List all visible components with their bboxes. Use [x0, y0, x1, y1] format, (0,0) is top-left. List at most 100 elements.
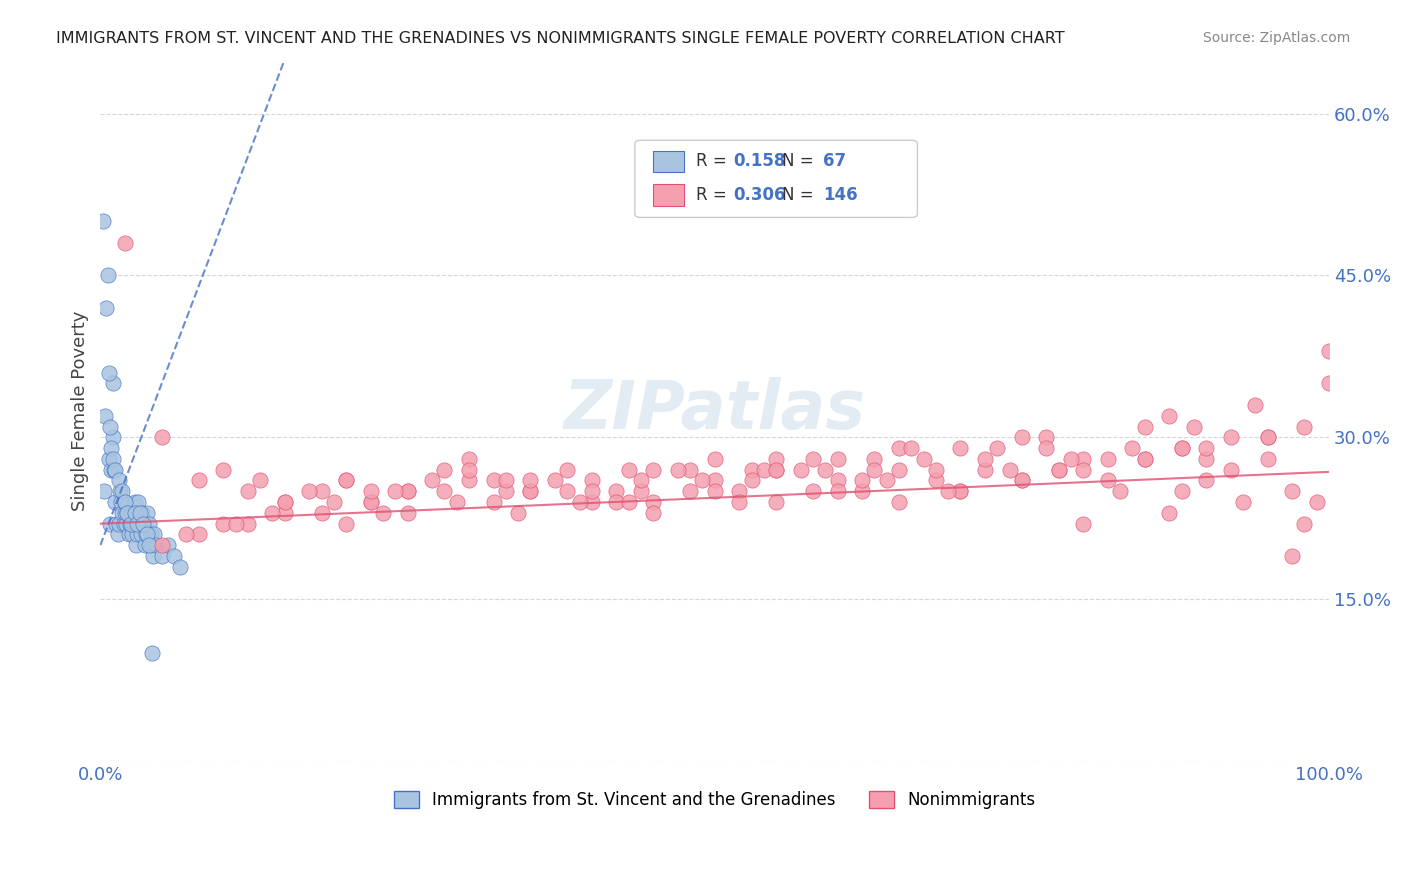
Point	[1159, 409, 1181, 423]
Point	[114, 495, 136, 509]
Point	[643, 495, 665, 509]
Point	[1195, 451, 1218, 466]
Bar	[654, 151, 683, 172]
Point	[1317, 343, 1340, 358]
Point	[1097, 474, 1119, 488]
Text: 0.306: 0.306	[733, 186, 786, 204]
Point	[108, 484, 131, 499]
Point	[949, 441, 972, 455]
Point	[827, 451, 849, 466]
Text: ZIPatlas: ZIPatlas	[564, 377, 866, 443]
Point	[458, 474, 481, 488]
Point	[141, 646, 163, 660]
Point	[136, 527, 159, 541]
Point	[1170, 441, 1192, 455]
Point	[630, 474, 652, 488]
Point	[925, 474, 948, 488]
Point	[396, 484, 419, 499]
Point	[643, 506, 665, 520]
Point	[107, 527, 129, 541]
Point	[236, 516, 259, 531]
Point	[138, 538, 160, 552]
Point	[1232, 495, 1254, 509]
Point	[91, 214, 114, 228]
Point	[936, 484, 959, 499]
Point	[1133, 451, 1156, 466]
Point	[141, 538, 163, 552]
Point	[111, 484, 134, 499]
Point	[150, 549, 173, 563]
Point	[169, 559, 191, 574]
Point	[127, 516, 149, 531]
Point	[97, 268, 120, 283]
Point	[482, 474, 505, 488]
Point	[104, 495, 127, 509]
Point	[360, 495, 382, 509]
Point	[111, 506, 134, 520]
Point	[1047, 463, 1070, 477]
Point	[125, 538, 148, 552]
Point	[97, 451, 120, 466]
Y-axis label: Single Female Poverty: Single Female Poverty	[72, 310, 89, 510]
Point	[1097, 451, 1119, 466]
Point	[876, 474, 898, 488]
Point	[1035, 430, 1057, 444]
Text: 0.158: 0.158	[733, 153, 786, 170]
Point	[150, 430, 173, 444]
Point	[135, 527, 157, 541]
Point	[974, 451, 997, 466]
Point	[643, 463, 665, 477]
Point	[568, 495, 591, 509]
Point	[1294, 419, 1316, 434]
Point	[1071, 516, 1094, 531]
Point	[145, 538, 167, 552]
Point	[360, 495, 382, 509]
Point	[1182, 419, 1205, 434]
Text: 146: 146	[823, 186, 858, 204]
Point	[335, 516, 357, 531]
Point	[433, 463, 456, 477]
Point	[101, 451, 124, 466]
Point	[273, 495, 295, 509]
Point	[519, 484, 541, 499]
Point	[105, 516, 128, 531]
Point	[692, 474, 714, 488]
Point	[581, 495, 603, 509]
Point	[132, 516, 155, 531]
Point	[94, 409, 117, 423]
Point	[581, 484, 603, 499]
Point	[974, 463, 997, 477]
Point	[262, 506, 284, 520]
Point	[1011, 474, 1033, 488]
Point	[1071, 451, 1094, 466]
Text: 67: 67	[823, 153, 846, 170]
Point	[581, 474, 603, 488]
Point	[814, 463, 837, 477]
Point	[728, 495, 751, 509]
Point	[236, 484, 259, 499]
Point	[446, 495, 468, 509]
Point	[117, 527, 139, 541]
Point	[617, 495, 640, 509]
Point	[156, 538, 179, 552]
Point	[112, 516, 135, 531]
Point	[124, 506, 146, 520]
Point	[150, 538, 173, 552]
Point	[458, 451, 481, 466]
Point	[104, 463, 127, 477]
Point	[1257, 430, 1279, 444]
Point	[827, 474, 849, 488]
Point	[887, 463, 910, 477]
Point	[134, 538, 156, 552]
Point	[1170, 484, 1192, 499]
Point	[114, 506, 136, 520]
Point	[482, 495, 505, 509]
Point	[617, 463, 640, 477]
Point	[741, 474, 763, 488]
Point	[1281, 484, 1303, 499]
Point	[1195, 441, 1218, 455]
Point	[107, 474, 129, 488]
Point	[1257, 451, 1279, 466]
Point	[949, 484, 972, 499]
Point	[100, 463, 122, 477]
